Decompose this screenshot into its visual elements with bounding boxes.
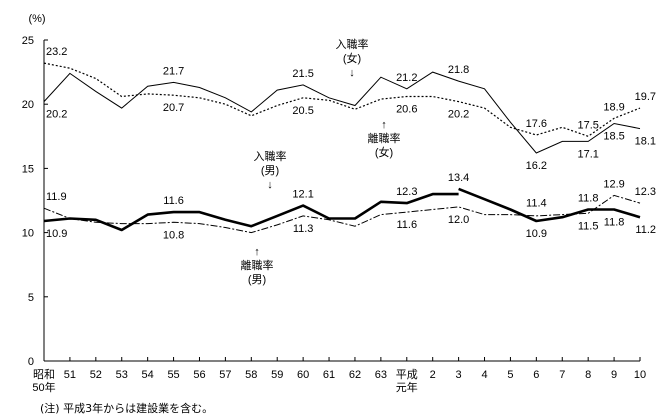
y-tick-label: 0 — [28, 356, 34, 368]
series-line-2 — [458, 187, 641, 223]
data-label: 11.3 — [293, 223, 314, 235]
data-label: 12.3 — [396, 186, 417, 198]
data-label: 11.8 — [578, 192, 599, 204]
data-label: 11.5 — [578, 220, 599, 232]
annotation-label: 離職率 — [368, 131, 401, 145]
data-label: 21.7 — [163, 65, 184, 77]
y-tick-label: 5 — [28, 292, 34, 304]
data-label: 16.2 — [526, 160, 547, 172]
data-label: 17.6 — [526, 118, 547, 130]
series-line-3 — [43, 194, 641, 234]
data-label: 12.3 — [635, 186, 656, 198]
x-tick-label: 55 — [167, 369, 179, 381]
data-label: 21.2 — [396, 72, 417, 84]
annotation-arrow: ↓ — [349, 67, 355, 79]
data-label: 12.9 — [603, 178, 624, 190]
data-label: 17.1 — [577, 148, 598, 160]
x-tick-label: 52 — [90, 369, 102, 381]
annotation-arrow: ↑ — [254, 246, 260, 258]
data-label: 18.5 — [603, 130, 624, 142]
annotation-arrow: ↓ — [267, 179, 273, 191]
data-label: 11.6 — [163, 195, 184, 207]
data-label: 10.9 — [526, 228, 547, 240]
y-tick-label: 10 — [22, 228, 34, 240]
series-layer — [43, 62, 641, 234]
data-label: 12.1 — [292, 189, 313, 201]
data-label: 11.8 — [604, 216, 625, 228]
x-tick-label: 59 — [271, 369, 283, 381]
x-tick-label: 62 — [349, 369, 361, 381]
x-tick-label: 平成元年 — [396, 368, 418, 394]
data-label: 12.0 — [448, 214, 469, 226]
y-tick-label: 25 — [22, 35, 34, 47]
data-label: 18.9 — [603, 101, 624, 113]
annotation-label: 入職率 — [254, 149, 287, 163]
x-tick-label: 57 — [219, 369, 231, 381]
data-labels: 23.2 20.2 21.7 20.7 21.5 20.5 21.2 20.6 21.8 20.2… — [46, 46, 656, 241]
data-label: 10.8 — [163, 229, 184, 241]
data-label: 11.6 — [396, 219, 417, 231]
x-tick-label: 53 — [116, 369, 128, 381]
annotation-label: 離職率 — [241, 258, 274, 272]
annotation-label: (女) — [375, 145, 393, 159]
data-label: 20.6 — [396, 103, 417, 115]
data-label: 20.7 — [163, 102, 184, 114]
annotation-label: 入職率 — [336, 37, 369, 51]
y-axis-unit-label: (%) — [28, 13, 45, 25]
x-tick-label: 63 — [375, 369, 387, 381]
x-tick-label: 4 — [481, 369, 487, 381]
series-line-0 — [43, 71, 641, 154]
data-label: 11.9 — [46, 191, 67, 203]
x-tick-label: 54 — [142, 369, 154, 381]
annotation-label: (女) — [343, 51, 361, 65]
data-label: 23.2 — [46, 46, 67, 58]
annotation-label: (男) — [248, 274, 266, 286]
series-line-1 — [43, 62, 641, 137]
x-tick-label: 10 — [634, 369, 646, 381]
y-tick-label: 20 — [22, 99, 34, 111]
x-tick-label: 7 — [559, 369, 565, 381]
x-tick-label: 2 — [430, 369, 436, 381]
x-tick-label: 8 — [585, 369, 591, 381]
x-tick-label: 60 — [297, 369, 309, 381]
x-tick-label: 58 — [245, 369, 257, 381]
x-tick-label: 9 — [611, 369, 617, 381]
series-line-2 — [43, 192, 459, 232]
annotations: 入職率(女)↓↑離職率(女)入職率(男)↓↑離職率(男) — [241, 37, 401, 286]
x-tick-label: 6 — [533, 369, 539, 381]
x-tick-label: 5 — [507, 369, 513, 381]
y-tick-label: 15 — [22, 163, 34, 175]
x-tick-label: 3 — [456, 369, 462, 381]
data-label: 20.5 — [292, 105, 313, 117]
data-label: 20.2 — [448, 109, 469, 121]
x-tick-label: 51 — [64, 369, 76, 381]
x-tick-label: 56 — [193, 369, 205, 381]
data-label: 11.4 — [526, 198, 547, 210]
x-tick-label: 61 — [323, 369, 335, 381]
data-label: 18.1 — [635, 136, 656, 148]
data-label: 17.5 — [577, 119, 598, 131]
data-label: 11.2 — [635, 224, 656, 236]
annotation-label: (男) — [261, 165, 279, 177]
annotation-arrow: ↑ — [381, 119, 387, 131]
data-label: 13.4 — [448, 172, 469, 184]
data-label: 10.9 — [46, 228, 67, 240]
data-label: 19.7 — [635, 91, 656, 103]
data-label: 21.8 — [448, 64, 469, 76]
data-label: 20.2 — [46, 109, 67, 121]
data-label: 21.5 — [292, 68, 313, 80]
x-tick-label: 昭和 50年 — [32, 368, 55, 394]
footnote: (注) 平成3年からは建設業を含む。 — [40, 402, 214, 415]
